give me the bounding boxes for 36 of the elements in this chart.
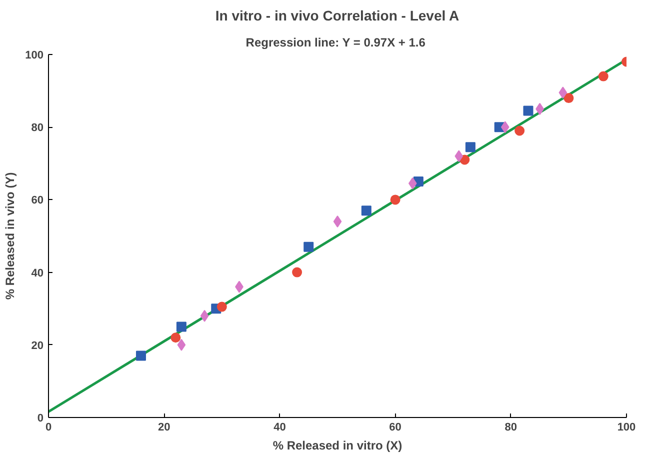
point	[292, 267, 302, 278]
point	[514, 126, 525, 136]
y-tick-label: 100	[25, 50, 44, 62]
x-tick-label: 0	[45, 422, 52, 434]
point	[523, 106, 534, 116]
y-tick-label: 0	[37, 412, 44, 424]
point	[170, 332, 181, 343]
point	[177, 338, 186, 351]
point	[200, 310, 209, 322]
point	[304, 242, 314, 252]
point	[136, 350, 146, 361]
y-tick-label: 40	[31, 267, 44, 280]
x-tick-label: 100	[617, 422, 636, 434]
x-tick-label: 80	[504, 422, 518, 434]
point	[454, 150, 464, 162]
y-tick-label: 60	[31, 194, 44, 207]
y-tick-label: 80	[31, 122, 44, 134]
point	[390, 194, 400, 205]
x-tick-label: 40	[274, 422, 286, 434]
point	[598, 71, 608, 82]
x-tick-label: 60	[389, 422, 402, 434]
x-tick-label: 20	[158, 422, 170, 434]
point	[564, 93, 574, 104]
y-axis-title: % Released in vivo (Y)	[3, 172, 18, 300]
y-tick-label: 20	[31, 340, 44, 352]
point	[361, 206, 372, 216]
point	[176, 322, 186, 332]
chart-title: In vitro - in vivo Correlation - Level A	[215, 8, 460, 24]
point	[333, 215, 342, 228]
point	[216, 302, 227, 312]
point	[465, 142, 476, 152]
point	[408, 177, 417, 190]
x-axis-title: % Released in vitro (X)	[272, 438, 402, 452]
point	[500, 121, 510, 134]
point	[558, 86, 568, 99]
chart-subtitle: Regression line: Y = 0.97X + 1.6	[246, 36, 426, 50]
